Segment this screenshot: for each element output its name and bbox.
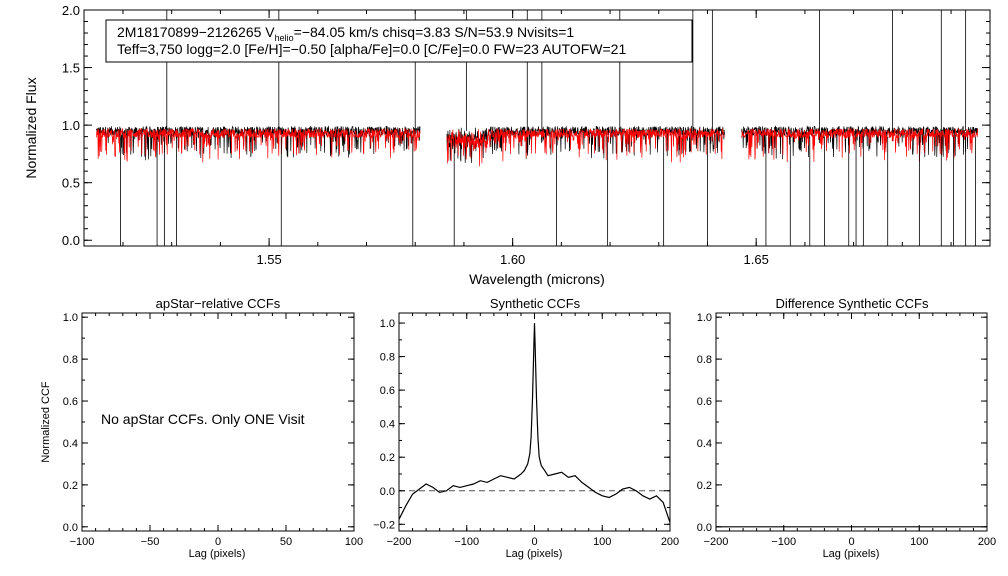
difference-xlabel: Lag (pixels) (823, 548, 880, 560)
ytick-label: 0.8 (63, 354, 78, 366)
apstar-panel-title: apStar−relative CCFs (156, 296, 281, 311)
ytick-label: 0.0 (62, 233, 80, 248)
model-spectrum-chip-2 (446, 127, 725, 167)
spectrum-ylabel: Normalized Flux (23, 77, 39, 178)
synthetic-ccf-line (398, 323, 671, 523)
xtick-label: 100 (910, 536, 928, 548)
xtick-label: −200 (704, 536, 729, 548)
xtick-label: 100 (345, 536, 363, 548)
apstar-xlabel: Lag (pixels) (189, 548, 246, 560)
ytick-label: 1.0 (697, 312, 712, 324)
ytick-label: 0.6 (380, 385, 395, 397)
ytick-label: 0.8 (380, 352, 395, 364)
apstar-ccf-panel: −100 −50 0 50 100 0.0 0.2 0.4 0.6 0.8 1.0 apStar−r… (40, 296, 363, 560)
ytick-label: 0.2 (380, 452, 395, 464)
observed-spectrum-chip-2 (446, 125, 725, 164)
ytick-label: 0.6 (63, 396, 78, 408)
xtick-label: 1.55 (256, 252, 281, 267)
model-spectrum-chip-3 (741, 127, 979, 163)
info-line-1-subscript: helio (275, 33, 294, 43)
ytick-label: 2.0 (62, 3, 80, 18)
info-line-1-prefix: 2M18170899−2126265 V (117, 24, 275, 40)
ytick-label: 0.0 (697, 522, 712, 534)
xtick-label: −50 (141, 536, 160, 548)
xtick-label: 0 (848, 536, 854, 548)
apstar-ylabel: Normalized CCF (40, 381, 52, 463)
info-line-1-suffix: =−84.05 km/s chisq=3.83 S/N=53.9 Nvisits… (294, 24, 575, 40)
apstar-no-data-annotation: No apStar CCFs. Only ONE Visit (101, 411, 305, 427)
ytick-label: 1.0 (62, 118, 80, 133)
ytick-label: 0.2 (63, 480, 78, 492)
ytick-label: 0.4 (697, 438, 712, 450)
xtick-label: 200 (978, 536, 996, 548)
xtick-label: −200 (387, 536, 412, 548)
xtick-label: 0 (531, 536, 537, 548)
ytick-label: 0.6 (697, 396, 712, 408)
difference-panel-title: Difference Synthetic CCFs (776, 296, 929, 311)
ytick-label: 0.4 (380, 419, 395, 431)
difference-axes-frame (715, 312, 988, 532)
synthetic-xlabel: Lag (pixels) (506, 548, 563, 560)
ytick-label: 0.0 (63, 522, 78, 534)
ytick-label: 0.0 (380, 486, 395, 498)
observed-spectrum-chip-1 (95, 125, 421, 161)
ytick-label: 0.8 (697, 354, 712, 366)
spectrum-xlabel: Wavelength (microns) (469, 271, 605, 287)
info-box-frame (105, 19, 693, 63)
xtick-label: 1.60 (500, 252, 525, 267)
xtick-label: −100 (454, 536, 479, 548)
xtick-label: 50 (280, 536, 292, 548)
synthetic-ccf-panel: −200 −100 0 100 200 −0.2 0.0 0.2 0.4 0.6 0.8 1.0 Sy… (373, 296, 679, 560)
xtick-label: 100 (593, 536, 611, 548)
ytick-label: 0.4 (63, 438, 78, 450)
ytick-label: 1.0 (63, 312, 78, 324)
ytick-label: 0.5 (62, 176, 80, 191)
model-spectrum-chip-1 (95, 127, 421, 163)
ytick-label: 0.2 (697, 480, 712, 492)
synthetic-panel-title: Synthetic CCFs (490, 296, 581, 311)
xtick-label: 1.65 (744, 252, 769, 267)
info-box: 2M18170899−2126265 Vhelio=−84.05 km/s ch… (105, 19, 693, 63)
synthetic-axes-frame (398, 312, 671, 532)
difference-ccf-panel: −200 −100 0 100 200 0.0 0.2 0.4 0.6 0.8 1.0 Differ… (697, 296, 996, 560)
xtick-label: −100 (70, 536, 95, 548)
ytick-label: 1.5 (62, 61, 80, 76)
spectrum-panel: 1.55 1.60 1.65 0.0 0.5 1.0 1.5 2.0 Normalized F… (23, 3, 991, 287)
info-line-2: Teff=3,750 logg=2.0 [Fe/H]=−0.50 [alpha/… (117, 41, 626, 57)
ytick-label: 1.0 (380, 318, 395, 330)
observed-spectrum-chip-3 (741, 125, 979, 160)
xtick-label: 0 (215, 536, 221, 548)
spectrum-axes-frame (83, 9, 991, 247)
xtick-label: −100 (771, 536, 796, 548)
ytick-label: −0.2 (373, 519, 395, 531)
xtick-label: 200 (661, 536, 679, 548)
info-line-1: 2M18170899−2126265 Vhelio=−84.05 km/s ch… (117, 24, 574, 43)
